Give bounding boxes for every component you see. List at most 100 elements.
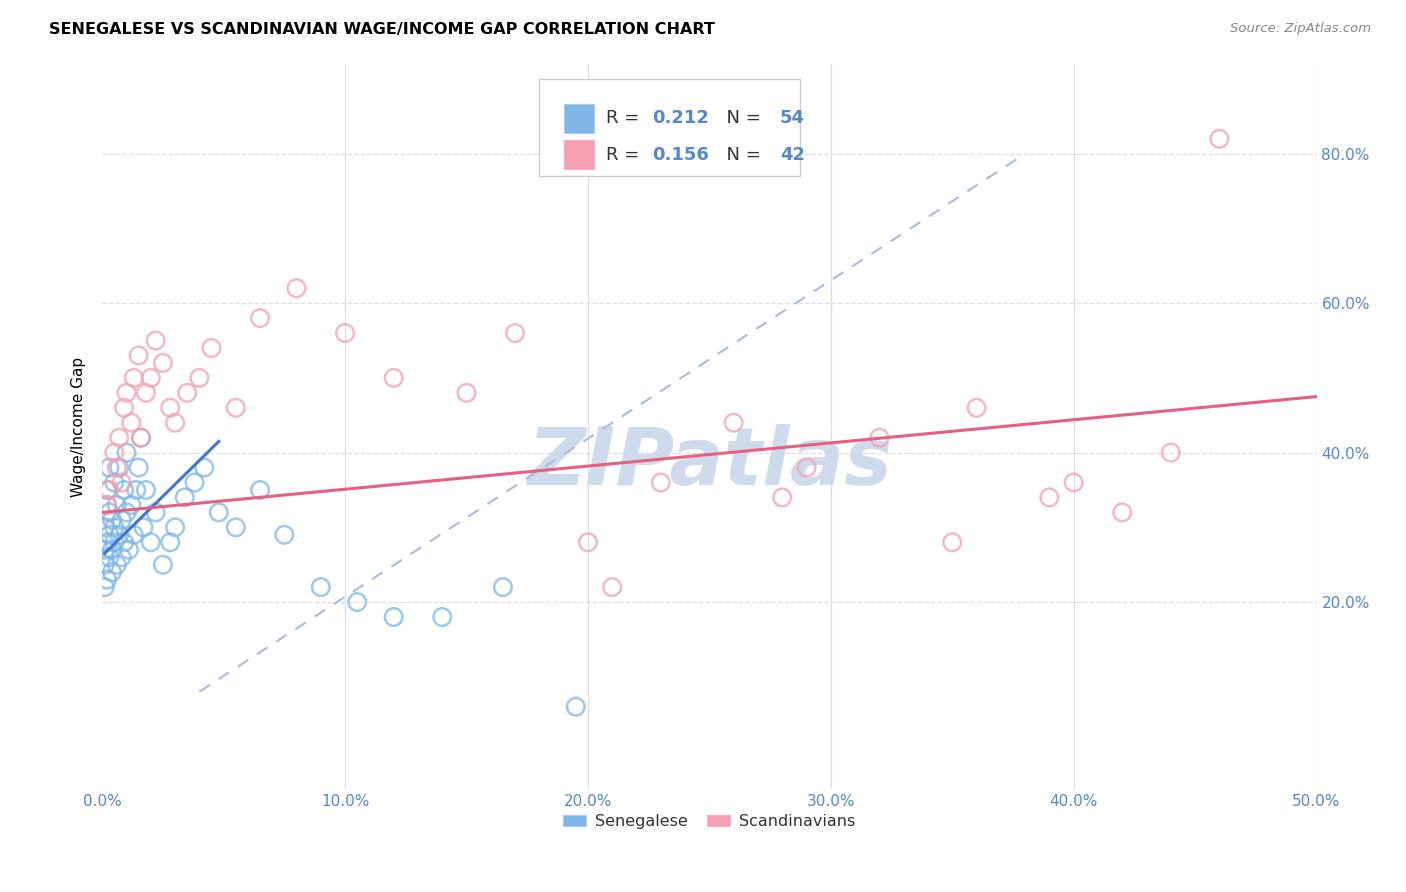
Point — [128, 460, 150, 475]
Text: R =: R = — [606, 110, 645, 128]
Point — [93, 542, 115, 557]
Point — [128, 349, 150, 363]
Bar — [564, 140, 593, 169]
Point — [98, 550, 121, 565]
Point — [770, 491, 793, 505]
Point — [165, 520, 187, 534]
Point — [600, 580, 623, 594]
Point — [135, 385, 157, 400]
Point — [145, 505, 167, 519]
Point — [105, 558, 128, 572]
Point — [200, 341, 222, 355]
Point — [108, 460, 131, 475]
Point — [1111, 505, 1133, 519]
Point — [132, 520, 155, 534]
Point — [105, 498, 128, 512]
Point — [503, 326, 526, 340]
Point — [115, 385, 138, 400]
Point — [96, 535, 118, 549]
Bar — [564, 104, 593, 133]
Point — [492, 580, 515, 594]
Point — [93, 580, 115, 594]
Point — [173, 491, 195, 505]
Point — [868, 431, 890, 445]
Point — [135, 483, 157, 497]
Point — [273, 528, 295, 542]
Point — [101, 542, 124, 557]
Legend: Senegalese, Scandinavians: Senegalese, Scandinavians — [557, 807, 862, 835]
Point — [432, 610, 454, 624]
Point — [108, 528, 131, 542]
Point — [112, 483, 135, 497]
Point — [129, 431, 152, 445]
Point — [225, 520, 247, 534]
Point — [159, 535, 181, 549]
Point — [145, 334, 167, 348]
FancyBboxPatch shape — [540, 78, 800, 177]
Point — [125, 483, 148, 497]
Point — [565, 699, 588, 714]
Point — [129, 431, 152, 445]
Point — [139, 371, 162, 385]
Point — [101, 565, 124, 579]
Point — [309, 580, 332, 594]
Point — [966, 401, 988, 415]
Text: 0.212: 0.212 — [652, 110, 709, 128]
Point — [96, 483, 118, 497]
Point — [103, 445, 125, 459]
Point — [120, 416, 142, 430]
Point — [122, 528, 145, 542]
Y-axis label: Wage/Income Gap: Wage/Income Gap — [72, 357, 86, 497]
Point — [382, 610, 405, 624]
Point — [208, 505, 231, 519]
Point — [346, 595, 368, 609]
Point — [108, 431, 131, 445]
Point — [111, 513, 134, 527]
Point — [1160, 445, 1182, 459]
Point — [139, 535, 162, 549]
Point — [225, 401, 247, 415]
Point — [115, 445, 138, 459]
Point — [115, 505, 138, 519]
Text: R =: R = — [606, 145, 645, 163]
Point — [103, 535, 125, 549]
Text: SENEGALESE VS SCANDINAVIAN WAGE/INCOME GAP CORRELATION CHART: SENEGALESE VS SCANDINAVIAN WAGE/INCOME G… — [49, 22, 716, 37]
Point — [96, 573, 118, 587]
Point — [112, 401, 135, 415]
Point — [111, 475, 134, 490]
Text: N =: N = — [716, 145, 766, 163]
Point — [96, 498, 118, 512]
Point — [122, 371, 145, 385]
Point — [159, 401, 181, 415]
Text: 0.156: 0.156 — [652, 145, 709, 163]
Point — [183, 475, 205, 490]
Point — [93, 520, 115, 534]
Point — [249, 483, 271, 497]
Text: 42: 42 — [780, 145, 804, 163]
Point — [105, 460, 128, 475]
Point — [723, 416, 745, 430]
Point — [249, 311, 271, 326]
Point — [98, 483, 121, 497]
Point — [576, 535, 599, 549]
Point — [650, 475, 672, 490]
Point — [152, 356, 174, 370]
Point — [165, 416, 187, 430]
Point — [456, 385, 478, 400]
Point — [112, 535, 135, 549]
Point — [188, 371, 211, 385]
Point — [1038, 491, 1060, 505]
Point — [382, 371, 405, 385]
Point — [101, 513, 124, 527]
Text: Source: ZipAtlas.com: Source: ZipAtlas.com — [1230, 22, 1371, 36]
Point — [152, 558, 174, 572]
Point — [176, 385, 198, 400]
Point — [98, 505, 121, 519]
Point — [941, 535, 963, 549]
Point — [796, 460, 818, 475]
Point — [103, 520, 125, 534]
Point — [118, 542, 141, 557]
Point — [285, 281, 308, 295]
Text: ZIPatlas: ZIPatlas — [527, 424, 891, 501]
Point — [1208, 132, 1230, 146]
